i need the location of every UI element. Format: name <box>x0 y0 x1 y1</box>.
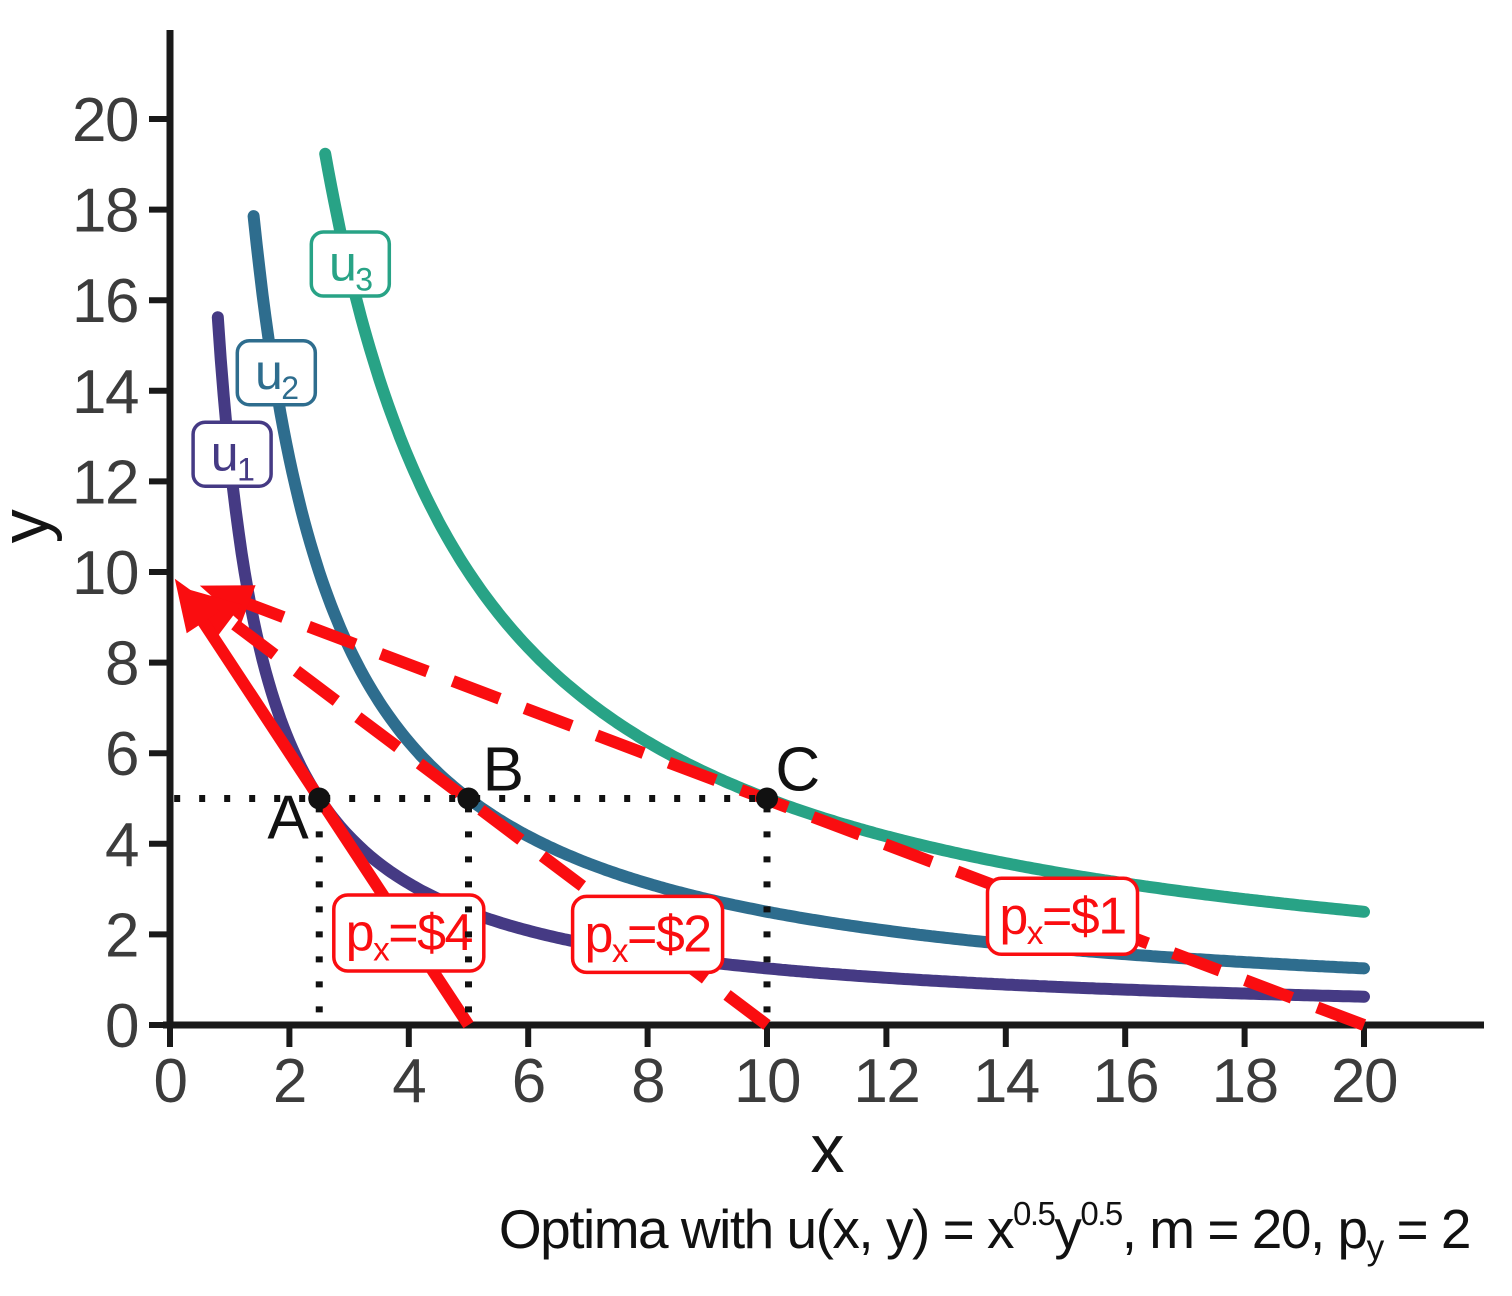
u3-label-box <box>309 230 392 298</box>
guide-lines <box>174 795 771 1013</box>
x-tick-label-6: 6 <box>512 1047 545 1116</box>
y-tick-label-8: 8 <box>105 630 138 699</box>
budget-px1-label-text: px=$1 <box>999 887 1125 951</box>
y-axis-label: y <box>0 509 63 543</box>
y-tick-label-2: 2 <box>105 901 138 970</box>
budget-px4-arrowhead <box>174 578 221 634</box>
point-A <box>308 787 331 810</box>
x-tick-label-20: 20 <box>1331 1047 1397 1116</box>
budget-px1-line <box>233 593 1367 1031</box>
y-tick-label-20: 20 <box>72 86 138 155</box>
budget-px4-label-box <box>332 893 486 973</box>
point-label-B: B <box>483 736 523 805</box>
axes: 0 2 4 6 8 10 12 14 16 18 20 0 2 4 6 8 10 12 14 16 18 20 x y <box>0 30 1484 1187</box>
y-tick-label-16: 16 <box>72 267 138 336</box>
x-tick-label-2: 2 <box>273 1047 306 1116</box>
point-B <box>457 787 480 810</box>
u1-label-text: u1 <box>211 426 254 488</box>
y-tick-label-14: 14 <box>72 358 138 427</box>
x-tick-label-16: 16 <box>1092 1047 1158 1116</box>
x-axis-label: x <box>810 1111 844 1187</box>
x-tick-label-12: 12 <box>853 1047 919 1116</box>
u3-curve <box>319 147 1370 918</box>
u2-label-box <box>235 338 318 407</box>
y-tick-label-12: 12 <box>72 448 138 517</box>
caption: Optima with u(x, y) = x0.5y0.5, m = 20, … <box>499 1195 1470 1267</box>
x-tick-label-4: 4 <box>392 1047 425 1116</box>
u2-curve <box>247 210 1370 975</box>
x-tick-label-8: 8 <box>631 1047 664 1116</box>
x-tick-label-10: 10 <box>734 1047 800 1116</box>
y-tick-label-6: 6 <box>105 720 138 789</box>
x-tick-label-18: 18 <box>1212 1047 1278 1116</box>
u1-curve <box>211 311 1370 1003</box>
x-tick-label-14: 14 <box>973 1047 1039 1116</box>
budget-px2-label-box <box>570 894 725 975</box>
point-label-C: C <box>775 736 818 805</box>
point-C <box>756 787 778 810</box>
budget-px1-label-box <box>985 876 1140 957</box>
budget-px2-label-text: px=$2 <box>584 906 710 970</box>
budget-px4-label-text: px=$4 <box>346 904 473 968</box>
u3-label-text: u3 <box>329 235 372 297</box>
u1-label-box <box>191 420 273 488</box>
u2-label-text: u2 <box>255 344 298 406</box>
y-tick-label-10: 10 <box>72 539 138 608</box>
optimum-points: A B C <box>267 736 820 853</box>
y-tick-label-0: 0 <box>105 992 138 1061</box>
point-label-A: A <box>267 784 309 853</box>
x-tick-label-0: 0 <box>154 1047 187 1116</box>
y-tick-label-4: 4 <box>105 811 138 880</box>
y-tick-label-18: 18 <box>72 177 138 246</box>
